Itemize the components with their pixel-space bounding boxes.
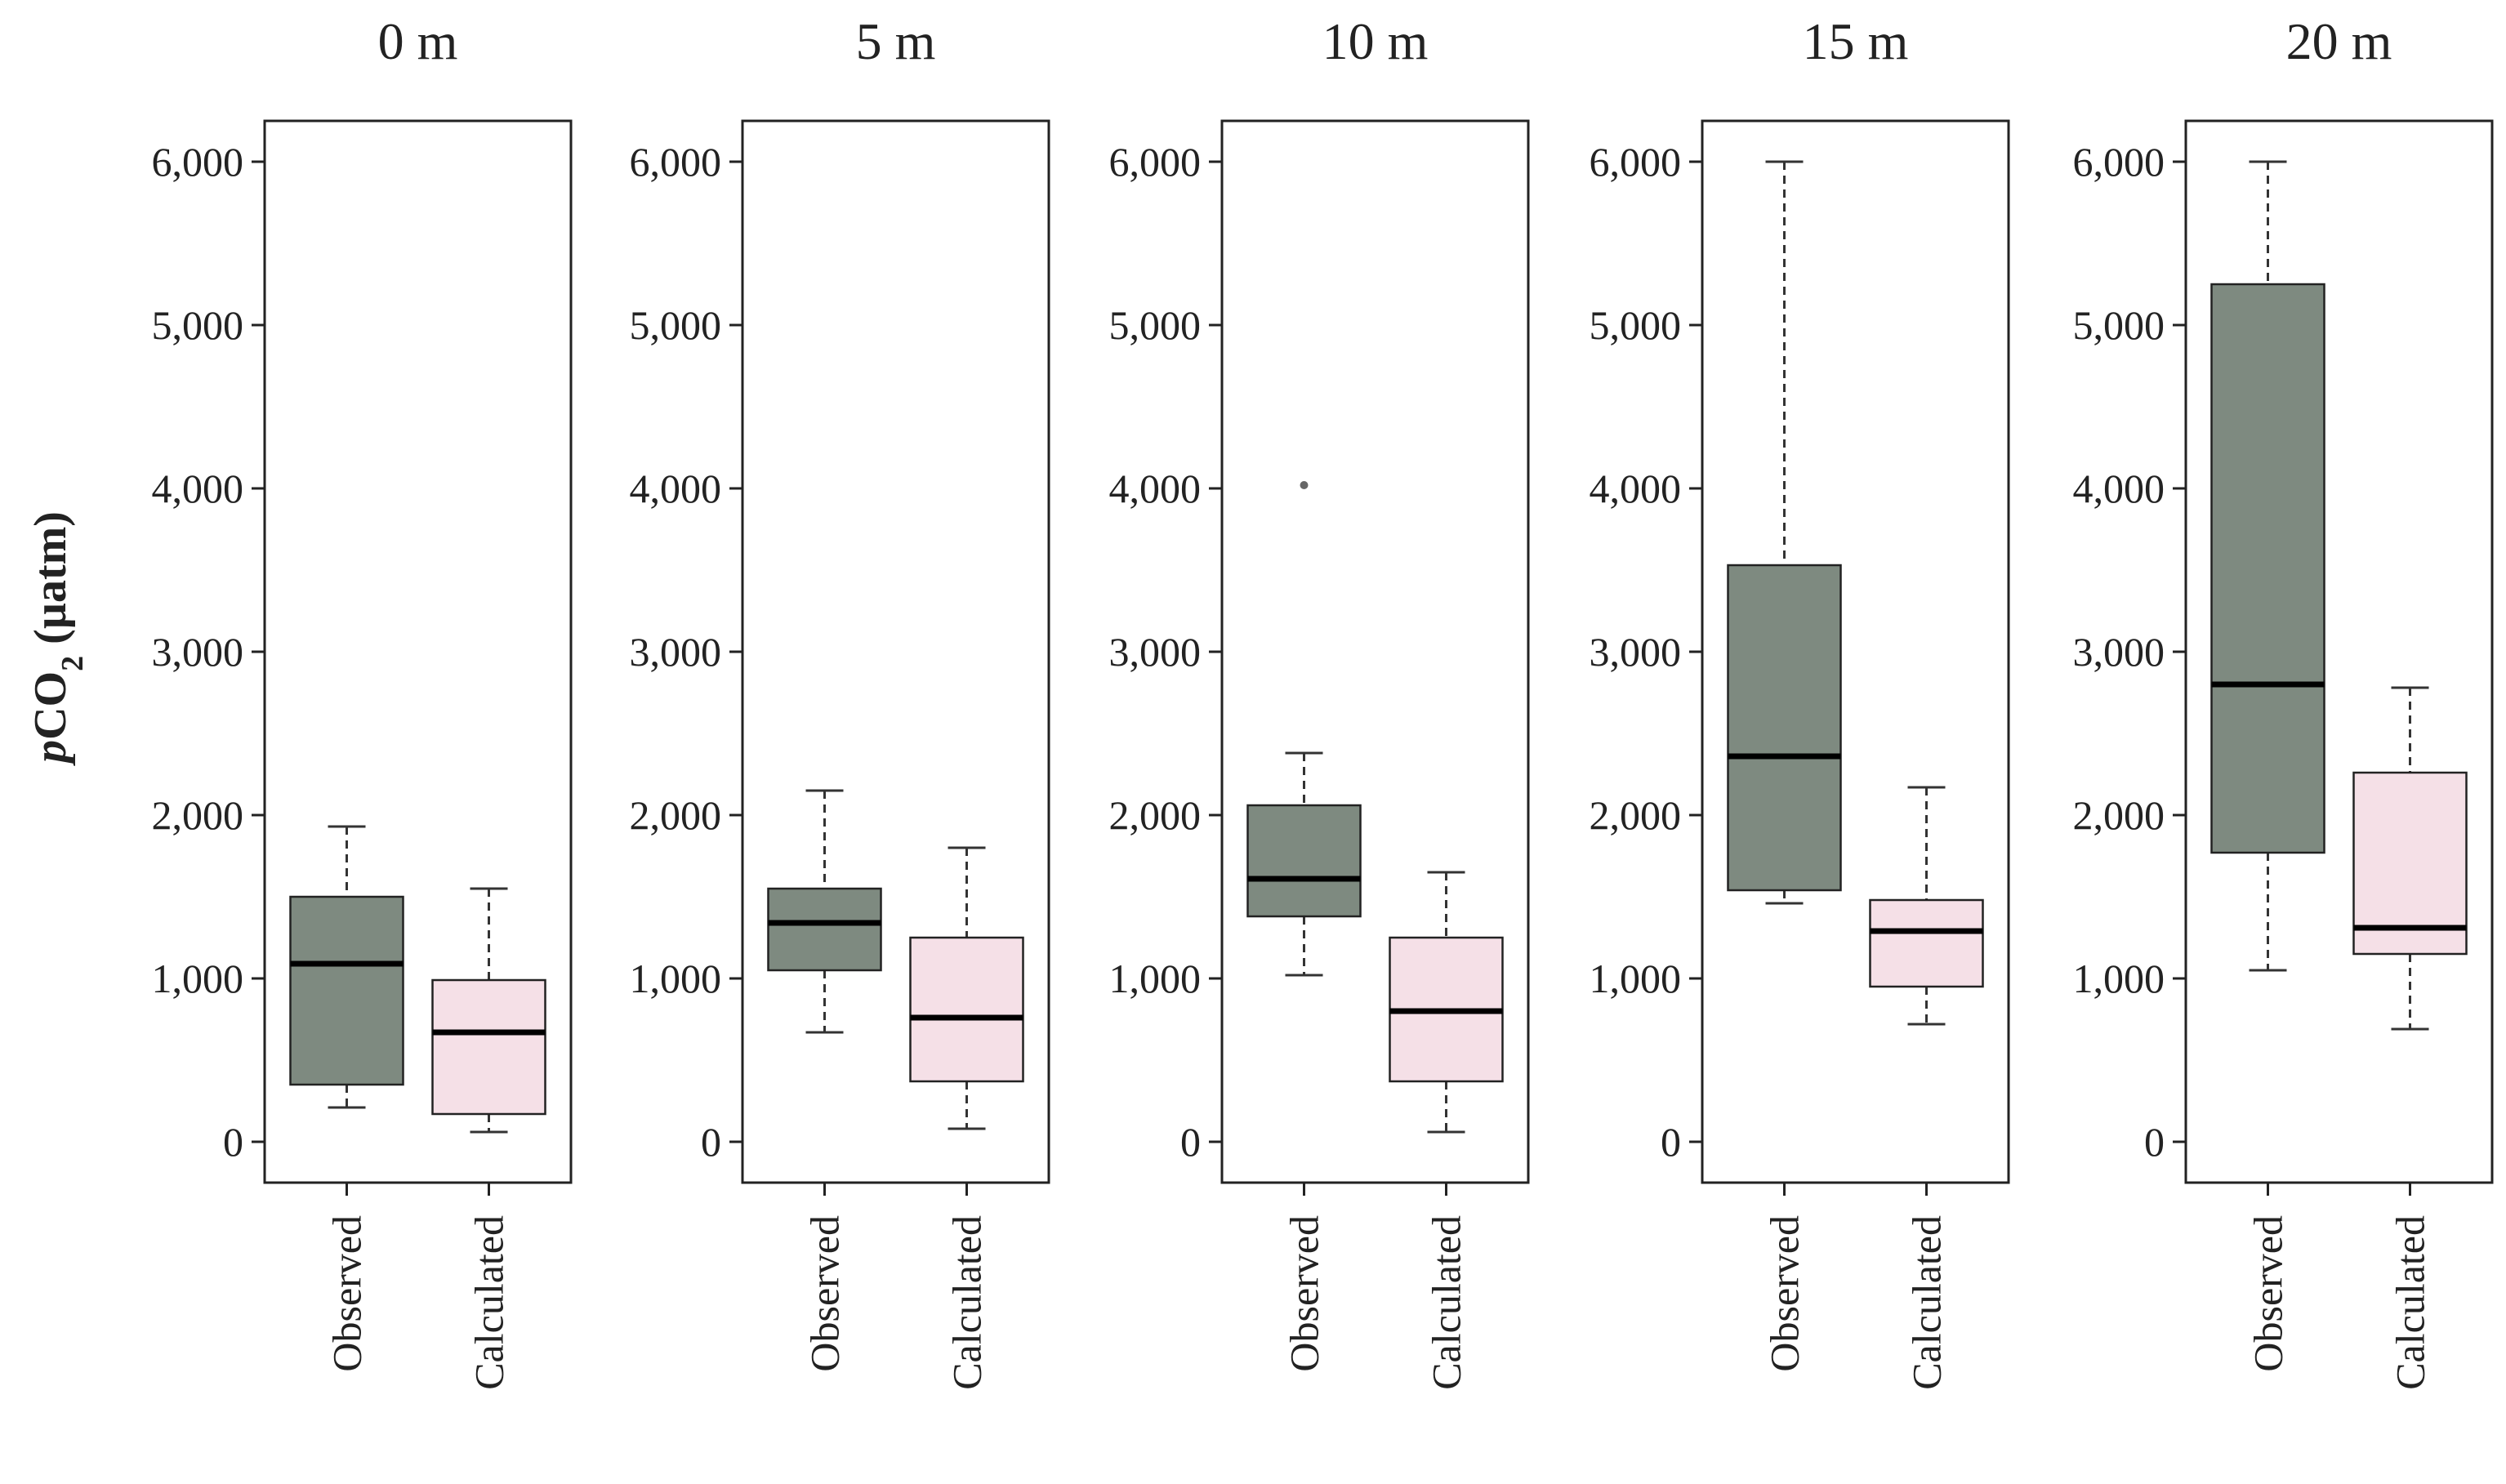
- y-tick-label: 1,000: [1109, 956, 1202, 1001]
- box-observed: [1727, 160, 1842, 905]
- y-tick-label: 0: [1180, 1119, 1201, 1165]
- y-tick-label: 1,000: [630, 956, 722, 1001]
- y-tick-label: 4,000: [1109, 466, 1202, 511]
- y-tick-label: 4,000: [152, 466, 244, 511]
- box-observed: [289, 825, 404, 1109]
- x-category-label: Calculated: [1904, 1215, 1950, 1390]
- panel-title: 10 m: [1322, 12, 1429, 70]
- y-tick-label: 2,000: [630, 792, 722, 838]
- y-tick-label: 1,000: [1590, 956, 1682, 1001]
- y-tick-label: 6,000: [152, 139, 244, 185]
- panel-title: 20 m: [2286, 12, 2392, 70]
- y-axis-label: pCO2 (µatm): [25, 511, 90, 766]
- y-tick-label: 2,000: [2073, 792, 2165, 838]
- x-category-label: Observed: [2245, 1215, 2291, 1372]
- y-axis-label-italic: p: [25, 740, 76, 766]
- x-category-label: Observed: [1282, 1215, 1327, 1372]
- y-axis-label-main: CO: [25, 671, 76, 740]
- x-category-label: Calculated: [466, 1215, 512, 1390]
- iqr-box: [1727, 564, 1842, 892]
- panel-frame: [263, 119, 573, 1184]
- iqr-box: [431, 978, 546, 1116]
- box-observed: [1246, 481, 1362, 977]
- iqr-box: [2210, 283, 2325, 854]
- y-axis-label-unit: (µatm): [25, 511, 76, 656]
- y-tick-label: 4,000: [1590, 466, 1682, 511]
- x-category-label: Calculated: [944, 1215, 990, 1390]
- iqr-box: [2352, 771, 2468, 956]
- y-tick-label: 5,000: [1109, 302, 1202, 348]
- iqr-box: [1246, 804, 1362, 918]
- y-tick-label: 6,000: [630, 139, 722, 185]
- y-tick-label: 0: [1661, 1119, 1681, 1165]
- panel-4: 20 m 0 1,000 2,000 3,000 4,000 5,000 6,000 Obser…: [2073, 12, 2494, 1390]
- panel-frame: [1220, 119, 1530, 1184]
- y-tick-label: 6,000: [1109, 139, 1202, 185]
- x-category-label: Observed: [802, 1215, 848, 1372]
- y-tick-label: 3,000: [630, 629, 722, 675]
- panel-3: 15 m 0 1,000 2,000 3,000 4,000 5,000 6,000 Obser…: [1590, 12, 2010, 1390]
- y-tick-label: 2,000: [1109, 792, 1202, 838]
- y-axis-label-subscript: 2: [56, 656, 90, 671]
- y-tick-label: 6,000: [1590, 139, 1682, 185]
- outlier-point: [1300, 481, 1309, 489]
- box-observed: [2210, 160, 2325, 972]
- y-tick-label: 6,000: [2073, 139, 2165, 185]
- y-tick-label: 4,000: [630, 466, 722, 511]
- box-observed: [767, 789, 882, 1034]
- y-tick-label: 3,000: [1109, 629, 1202, 675]
- panel-frame: [741, 119, 1050, 1184]
- y-tick-label: 5,000: [2073, 302, 2165, 348]
- box-calculated: [909, 846, 1024, 1130]
- y-tick-label: 3,000: [1590, 629, 1682, 675]
- panel-1: 5 m 0 1,000 2,000 3,000 4,000 5,000 6,000 Observ…: [630, 12, 1050, 1390]
- y-tick-label: 0: [701, 1119, 721, 1165]
- y-tick-label: 5,000: [630, 302, 722, 348]
- iqr-box: [909, 936, 1024, 1083]
- y-tick-label: 2,000: [1590, 792, 1682, 838]
- y-tick-label: 5,000: [1590, 302, 1682, 348]
- panel-frame: [2184, 119, 2494, 1184]
- x-category-label: Observed: [324, 1215, 370, 1372]
- y-tick-label: 5,000: [152, 302, 244, 348]
- y-tick-label: 2,000: [152, 792, 244, 838]
- x-category-label: Calculated: [2388, 1215, 2433, 1390]
- box-calculated: [1389, 871, 1504, 1134]
- panel-title: 0 m: [378, 12, 458, 70]
- y-tick-label: 3,000: [152, 629, 244, 675]
- panel-2: 10 m 0 1,000 2,000 3,000 4,000 5,000 6,000 Obser…: [1109, 12, 1530, 1390]
- iqr-box: [1869, 898, 1984, 988]
- y-tick-label: 0: [2144, 1119, 2165, 1165]
- y-tick-label: 1,000: [152, 956, 244, 1001]
- iqr-box: [289, 895, 404, 1086]
- x-category-label: Calculated: [1424, 1215, 1469, 1390]
- panel-frame: [1701, 119, 2010, 1184]
- x-category-label: Observed: [1762, 1215, 1808, 1372]
- y-tick-label: 1,000: [2073, 956, 2165, 1001]
- panel-title: 5 m: [856, 12, 936, 70]
- box-calculated: [2352, 686, 2468, 1031]
- box-calculated: [1869, 786, 1984, 1026]
- box-calculated: [431, 887, 546, 1134]
- y-tick-label: 4,000: [2073, 466, 2165, 511]
- y-tick-label: 3,000: [2073, 629, 2165, 675]
- y-tick-label: 0: [223, 1119, 243, 1165]
- panel-0: 0 m 0 1,000 2,000 3,000 4,000 5,000 6,000 Observ…: [152, 12, 573, 1390]
- iqr-box: [767, 887, 882, 972]
- panel-title: 15 m: [1803, 12, 1909, 70]
